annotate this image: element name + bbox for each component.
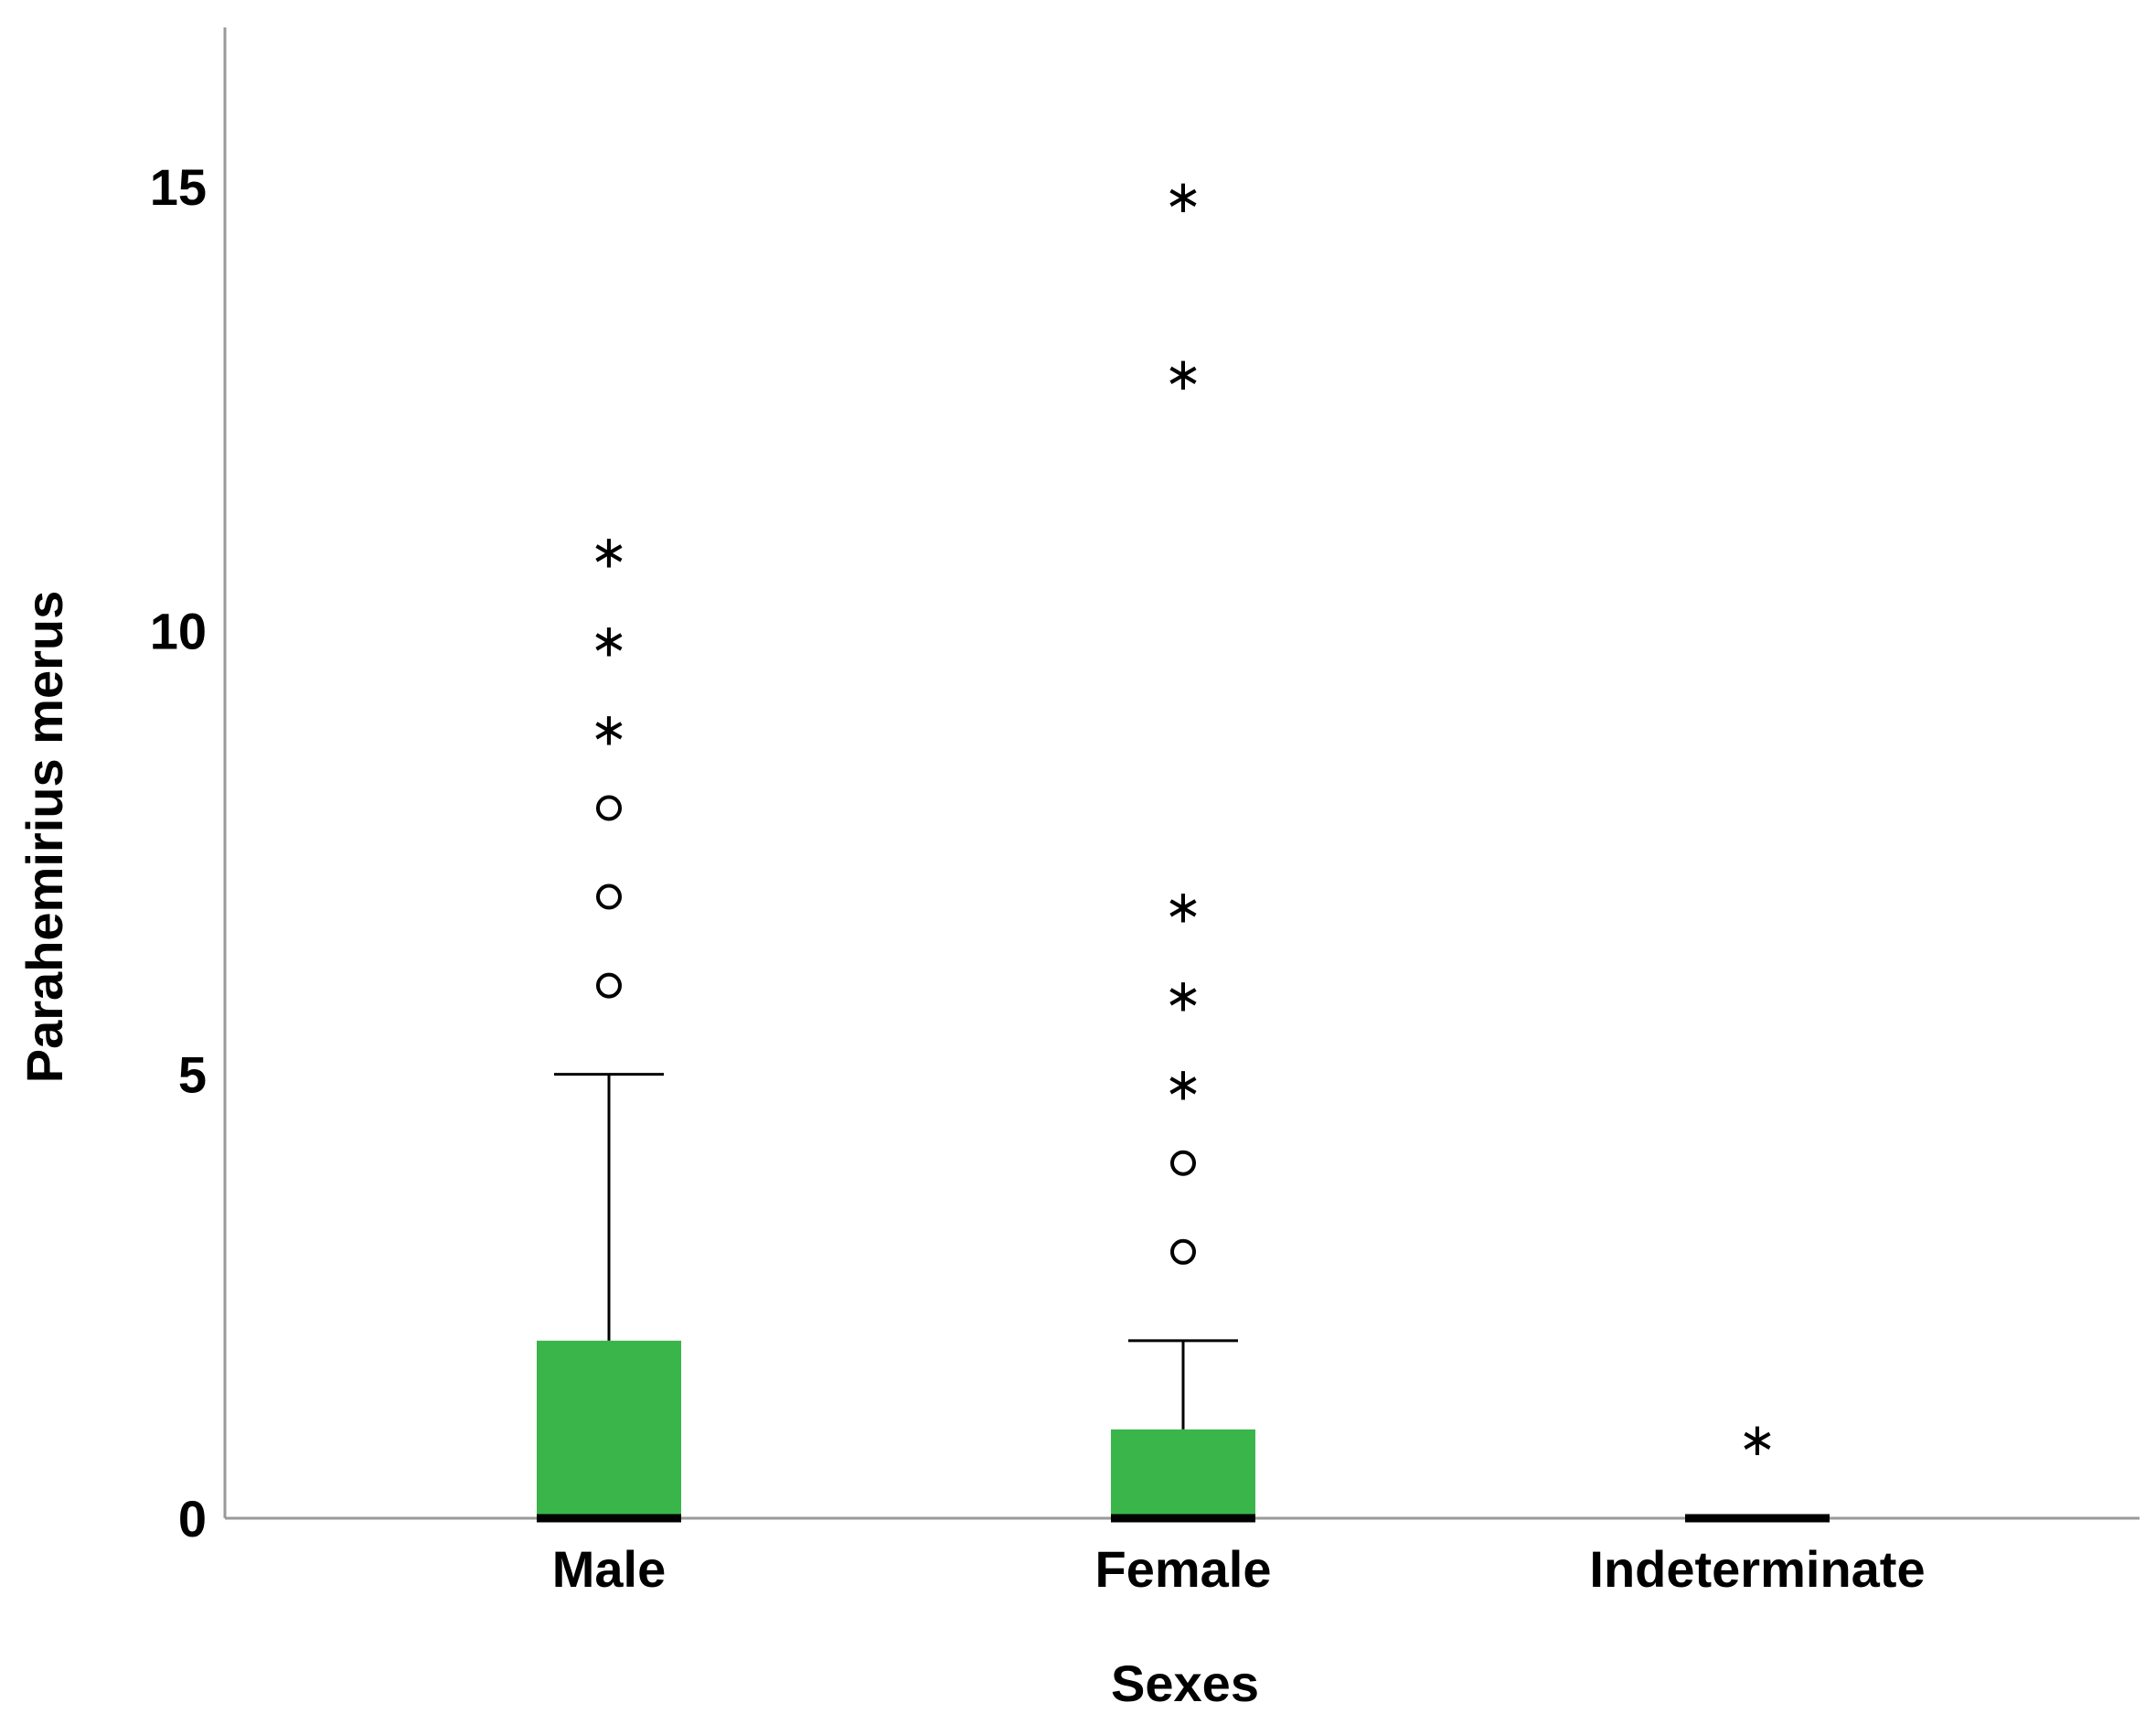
outlier-circle [1170, 1238, 1196, 1265]
x-tick-label: Female [1095, 1540, 1272, 1598]
box-group: ∗ ∗ ∗ ∗ ∗ ∗ ∗ ∗ ∗ [537, 170, 1830, 1523]
outlier-star: ∗ [590, 702, 628, 755]
box-indeterminate: ∗ [1685, 1413, 1830, 1523]
outlier-star: ∗ [1164, 969, 1202, 1023]
box-female: ∗ ∗ ∗ ∗ ∗ [1111, 170, 1255, 1523]
outlier-star: ∗ [1164, 170, 1202, 223]
outlier-star: ∗ [1164, 1058, 1202, 1111]
iqr-box [1111, 1429, 1255, 1518]
outlier-star: ∗ [1164, 348, 1202, 401]
y-tick-label: 0 [178, 1490, 207, 1547]
x-axis-title: Sexes [1111, 1654, 1259, 1712]
x-tick-label: Indeterminate [1589, 1540, 1925, 1598]
y-tick-label: 5 [178, 1046, 207, 1104]
outlier-star: ∗ [590, 614, 628, 667]
outlier-circle [596, 883, 622, 910]
box-male: ∗ ∗ ∗ [537, 525, 681, 1523]
outlier-star: ∗ [590, 525, 628, 578]
y-tick-label: 15 [150, 158, 207, 216]
outlier-circle [596, 972, 622, 999]
x-axis-ticks: Male Female Indeterminate [552, 1540, 1926, 1598]
y-tick-label: 10 [150, 602, 207, 659]
outlier-star: ∗ [1164, 881, 1202, 934]
x-tick-label: Male [552, 1540, 667, 1598]
y-axis-ticks: 0 5 10 15 [150, 158, 207, 1547]
iqr-box [537, 1340, 681, 1518]
outlier-star: ∗ [1738, 1413, 1777, 1466]
outlier-circle [596, 795, 622, 821]
y-axis-title: Parahemirius merus [16, 591, 73, 1083]
outlier-circle [1170, 1150, 1196, 1176]
